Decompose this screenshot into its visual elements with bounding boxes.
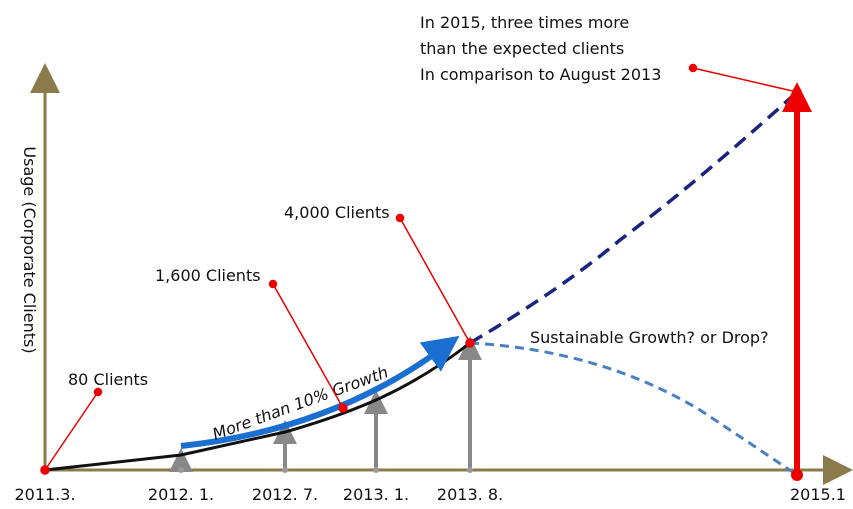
callout: 80 Clients bbox=[68, 370, 148, 389]
red-dot bbox=[791, 469, 803, 481]
axis-dots bbox=[178, 467, 473, 473]
scenario-label: Sustainable Growth? or Drop? bbox=[530, 328, 769, 347]
annotation-line: In 2015, three times more bbox=[420, 13, 629, 32]
x-label: 2012. 1. bbox=[148, 485, 214, 504]
growth-arrow bbox=[180, 335, 460, 449]
callout: 1,600 Clients bbox=[155, 266, 261, 285]
x-label: 2011.3. bbox=[14, 485, 75, 504]
y-axis-label: Usage (Corporate Clients) bbox=[20, 146, 39, 353]
x-label: 2012. 7. bbox=[252, 485, 318, 504]
annotation-line: than the expected clients bbox=[420, 39, 624, 58]
growth-label: More than 10% Growth bbox=[210, 362, 391, 443]
callout: 4,000 Clients bbox=[284, 203, 390, 222]
annotation-line: In comparison to August 2013 bbox=[420, 65, 661, 84]
projection-high bbox=[469, 90, 799, 345]
actual-curve bbox=[44, 341, 471, 472]
x-label: 2015.1 bbox=[790, 485, 846, 504]
callout-lines bbox=[40, 63, 802, 475]
x-label: 2013. 1. bbox=[343, 485, 409, 504]
projection-low bbox=[469, 341, 798, 477]
x-label: 2013. 8. bbox=[437, 485, 503, 504]
